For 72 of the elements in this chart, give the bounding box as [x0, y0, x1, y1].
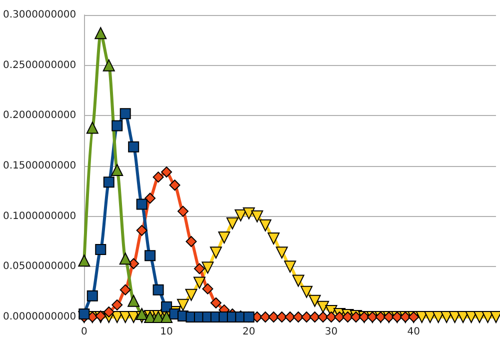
point [178, 206, 189, 217]
point [234, 209, 247, 222]
point [102, 59, 115, 72]
point [318, 312, 329, 322]
point [161, 166, 172, 178]
point [251, 210, 264, 222]
point [152, 172, 164, 183]
point [78, 308, 90, 320]
point [94, 27, 107, 40]
point [120, 284, 131, 296]
y-tick-label: 0.2000000000 [2, 110, 76, 122]
point [194, 263, 205, 274]
point [128, 258, 140, 270]
point [202, 283, 214, 294]
point [300, 286, 313, 298]
point [301, 312, 312, 322]
y-tick-label: 0.0000000000 [2, 312, 76, 322]
point [152, 284, 164, 296]
point [260, 312, 271, 322]
point [161, 301, 172, 312]
y-tick-label: 0.1000000000 [2, 210, 76, 222]
point [210, 246, 222, 259]
point [193, 276, 206, 289]
point [284, 312, 296, 322]
point [128, 141, 140, 152]
point [226, 217, 238, 230]
point [210, 297, 222, 308]
y-tick-label: 0.0500000000 [2, 261, 76, 272]
point [144, 192, 156, 204]
point [169, 180, 180, 191]
point [103, 176, 114, 188]
x-tick-label: 30 [324, 326, 338, 338]
point [276, 312, 288, 322]
point [120, 108, 131, 120]
point [95, 244, 106, 256]
point [185, 288, 198, 301]
point [103, 306, 114, 318]
point [111, 164, 124, 176]
point [276, 246, 288, 259]
point [242, 207, 255, 220]
point [268, 312, 280, 322]
x-tick-label: 40 [407, 326, 420, 338]
point [259, 219, 272, 232]
point [268, 232, 280, 244]
point [136, 308, 148, 320]
y-tick-label: 0.3000000000 [2, 10, 76, 20]
point [308, 294, 321, 307]
point [144, 250, 156, 262]
x-tick-label: 0 [80, 326, 88, 338]
point [177, 298, 190, 311]
point [112, 299, 123, 310]
point [186, 236, 197, 247]
point [284, 260, 296, 273]
point [136, 198, 148, 210]
point [202, 262, 214, 274]
point [119, 252, 132, 265]
point [136, 224, 148, 236]
point [78, 254, 90, 267]
point [334, 312, 345, 322]
y-tick-label: 0.2500000000 [2, 60, 76, 71]
point [292, 274, 304, 287]
point [317, 300, 330, 313]
point [112, 120, 123, 132]
point [292, 312, 304, 322]
y-tick-label: 0.1500000000 [2, 160, 76, 172]
point [86, 122, 98, 134]
point [218, 231, 230, 244]
point [128, 294, 140, 307]
x-tick-label: 20 [242, 326, 256, 338]
x-tick-label: 10 [160, 326, 173, 338]
point [160, 311, 173, 323]
point [86, 290, 98, 302]
